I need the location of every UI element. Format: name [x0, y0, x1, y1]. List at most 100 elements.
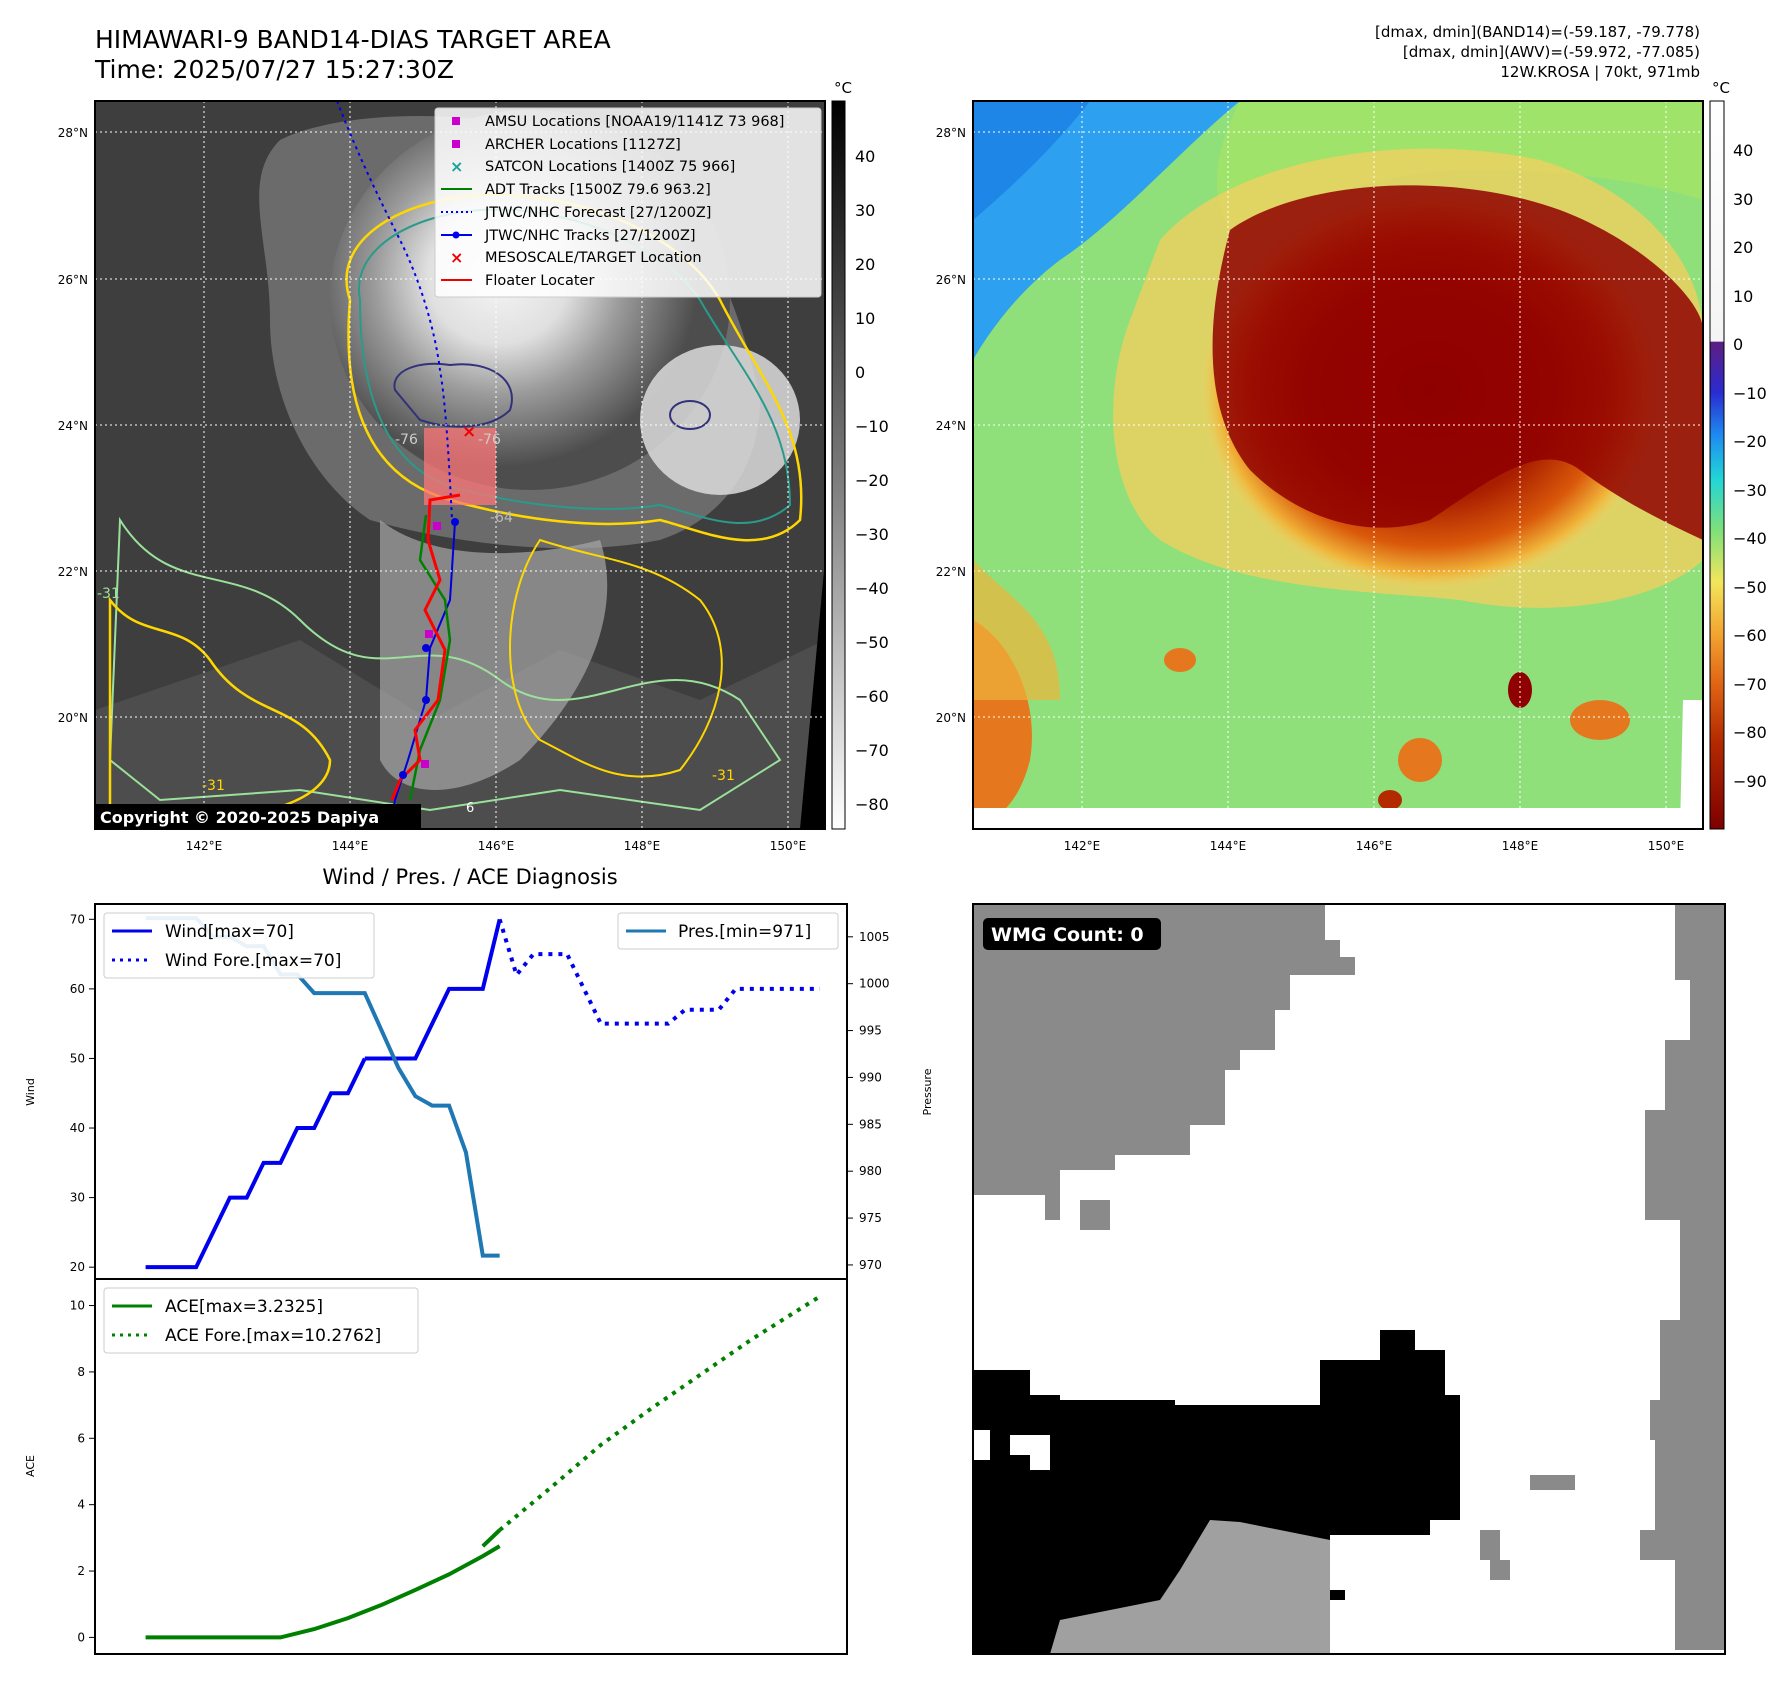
contour-label: -76	[395, 432, 418, 448]
pressure-legend: Pres.[min=971]	[617, 912, 839, 950]
awv-cbar-tick: −90	[1733, 772, 1767, 791]
lon-tick: 146°E	[478, 839, 515, 853]
lon-tick: 144°E	[332, 839, 369, 853]
awv-cbar-tick: −30	[1733, 481, 1767, 500]
ir-map-frame	[94, 100, 826, 830]
wind-series-line	[145, 1057, 367, 1270]
lat-tick: 24°N	[936, 419, 966, 433]
contour-label: -31	[202, 778, 225, 794]
contour-label: -64	[490, 510, 513, 526]
lon-tick: 142°E	[1064, 839, 1101, 853]
ace-tick-label: 8	[77, 1365, 85, 1379]
awv-cbar-tick: −10	[1733, 384, 1767, 403]
ir-cbar-tick: −80	[855, 795, 889, 814]
lat-tick: 26°N	[936, 273, 966, 287]
wind-tick-label: 70	[70, 912, 85, 926]
wmg-count-label: WMG Count: 0	[991, 924, 1144, 946]
ir-colorbar	[831, 100, 846, 830]
legend-marker-amsu	[452, 117, 460, 125]
wind-series-line	[364, 918, 502, 1061]
ace-tick-label: 4	[77, 1498, 85, 1512]
ace-tick-label: 0	[77, 1630, 85, 1644]
legend-label: JTWC/NHC Forecast [27/1200Z]	[484, 205, 711, 221]
copyright-text: Copyright © 2020-2025 Dapiya	[100, 808, 379, 827]
wind-tick-label: 40	[70, 1121, 85, 1135]
ir-cbar-tick: 10	[855, 309, 875, 328]
pressure-tick-label: 980	[859, 1164, 882, 1178]
awv-colorbar-ticks: 40 30 20 10 0 −10 −20 −30 −40 −50 −60 −7…	[1733, 141, 1767, 791]
pressure-tick-label: 995	[859, 1024, 882, 1038]
legend-marker-jtwc	[452, 231, 460, 239]
wmg-black-region	[973, 1330, 1460, 1654]
info-storm: 12W.KROSA | 70kt, 971mb	[1500, 63, 1700, 81]
ir-colorbar-unit: °C	[834, 79, 852, 97]
wmg-count-badge	[983, 918, 1161, 950]
wind-legend: Wind[max=70] Wind Fore.[max=70]	[103, 912, 375, 979]
awv-cbar-tick: −20	[1733, 432, 1767, 451]
diagnosis-title: Wind / Pres. / ACE Diagnosis	[322, 865, 617, 889]
svg-text:×: ×	[462, 422, 476, 442]
wmg-gray-region	[973, 904, 1355, 1195]
lat-tick: 24°N	[58, 419, 88, 433]
wind-pressure-chart: Wind Pressure 20 30 40 50 60 70 970 975 980 985 9…	[24, 903, 934, 1280]
ir-lon-ticks: 142°E 144°E 146°E 148°E 150°E	[186, 839, 807, 853]
ace-tick-label: 6	[77, 1431, 85, 1445]
floater-track	[390, 493, 461, 801]
legend-label: Pres.[min=971]	[678, 922, 811, 942]
wind-tick-label: 20	[70, 1260, 85, 1274]
awv-colorbar-unit: °C	[1712, 79, 1730, 97]
lat-tick: 26°N	[58, 273, 88, 287]
legend-marker-satcon: ×	[450, 157, 463, 176]
pressure-tick-label: 990	[859, 1070, 882, 1084]
legend-marker-target: ×	[450, 248, 463, 267]
awv-cbar-tick: 10	[1733, 287, 1753, 306]
ir-cbar-tick: −50	[855, 633, 889, 652]
adt-track	[408, 514, 452, 801]
wmg-panel: WMG Count: 0	[972, 903, 1726, 1655]
awv-map	[973, 101, 1703, 829]
ir-lat-ticks: 28°N 26°N 24°N 22°N 20°N	[58, 126, 88, 725]
ir-cbar-tick: −30	[855, 525, 889, 544]
ir-cbar-tick: −60	[855, 687, 889, 706]
awv-colorbar	[1709, 100, 1725, 830]
copyright-box	[95, 804, 421, 829]
ir-cbar-tick: 0	[855, 363, 865, 382]
awv-cbar-tick: 30	[1733, 190, 1753, 209]
wind-axis-label: Wind	[24, 1078, 37, 1106]
ir-cbar-tick: 40	[855, 147, 875, 166]
lat-tick: 28°N	[58, 126, 88, 140]
legend-label: ARCHER Locations [1127Z]	[485, 137, 681, 153]
lat-tick: 22°N	[936, 565, 966, 579]
lat-tick: 28°N	[936, 126, 966, 140]
lon-tick: 150°E	[1648, 839, 1685, 853]
lon-tick: 148°E	[1502, 839, 1539, 853]
contour-label: -31	[712, 768, 735, 784]
info-dmax-band14: [dmax, dmin](BAND14)=(-59.187, -79.778)	[1375, 23, 1700, 41]
ir-cbar-tick: −10	[855, 417, 889, 436]
pressure-tick-label: 1005	[859, 930, 890, 944]
ir-legend: × × AMSU Locations [NOAA19/1141Z 73 968]…	[434, 107, 822, 298]
chart-title: HIMAWARI-9 BAND14-DIAS TARGET AREA	[95, 25, 611, 54]
lat-tick: 20°N	[936, 711, 966, 725]
awv-cbar-tick: −40	[1733, 529, 1767, 548]
ace-chart: ACE 0 2 4 6 8 10 ACE[max=3.2325] ACE Fore.[ma…	[24, 1278, 848, 1655]
ace-axis-label: ACE	[24, 1455, 37, 1477]
legend-label: Wind Fore.[max=70]	[165, 951, 341, 971]
lat-tick: 22°N	[58, 565, 88, 579]
lon-tick: 144°E	[1210, 839, 1247, 853]
awv-lat-ticks: 28°N 26°N 24°N 22°N 20°N	[936, 126, 966, 725]
wind-tick-label: 30	[70, 1191, 85, 1205]
ir-colorbar-ticks: 40 30 20 10 0 −10 −20 −30 −40 −50 −60 −7…	[855, 147, 889, 814]
wind-tick-label: 60	[70, 982, 85, 996]
pressure-axis-label: Pressure	[921, 1068, 934, 1115]
legend-label: JTWC/NHC Tracks [27/1200Z]	[484, 228, 696, 244]
awv-cbar-tick: 20	[1733, 238, 1753, 257]
awv-gridlines	[973, 101, 1703, 829]
ir-cbar-tick: 30	[855, 201, 875, 220]
chart-time: Time: 2025/07/27 15:27:30Z	[95, 55, 454, 84]
wmg-frame	[972, 903, 1726, 1655]
legend-label: ADT Tracks [1500Z 79.6 963.2]	[485, 182, 711, 198]
legend-label: AMSU Locations [NOAA19/1141Z 73 968]	[485, 114, 784, 130]
ace-series-line	[481, 1528, 502, 1548]
